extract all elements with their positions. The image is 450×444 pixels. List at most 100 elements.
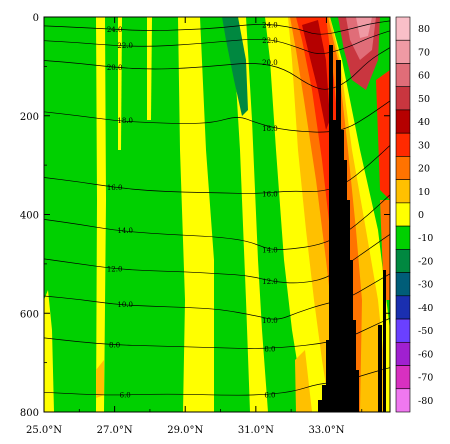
colorbar-label: 20 [418, 164, 430, 175]
contour-label: 10.0 [262, 317, 278, 325]
contour-label: 24.0 [262, 21, 278, 29]
topo-col [333, 120, 336, 412]
colorbar-swatch [395, 109, 411, 134]
contour-label: 22.0 [262, 37, 278, 45]
colorbar: 80 70 60 50 40 30 20 10 0 -10 -20 -30 -40 -50 -60 -70 -8… [395, 16, 433, 413]
topo-col [329, 45, 333, 412]
band-30 [232, 17, 268, 412]
band-28a [118, 17, 122, 150]
colorbar-label: 50 [418, 94, 430, 105]
colorbar-swatch [395, 132, 411, 157]
contour-line [44, 145, 390, 194]
colorbar-label: -60 [418, 349, 433, 360]
colorbar-swatch [395, 318, 411, 343]
y-tick-label: 400 [20, 211, 39, 222]
contour-line [44, 47, 390, 90]
colorbar-label: 10 [418, 187, 430, 198]
contour-line [44, 100, 390, 133]
x-tick-label: 27.0°N [97, 425, 133, 436]
contour-label: 16.0 [107, 184, 123, 192]
y-axis: 0 200 400 600 800 [20, 13, 390, 419]
contour-label: 12.0 [107, 265, 123, 273]
colorbar-swatch [395, 295, 411, 320]
band-lower-left [44, 290, 54, 412]
band-29 [178, 17, 214, 412]
colorbar-label: 80 [418, 24, 430, 35]
contour-line [44, 317, 390, 349]
topo-col [378, 325, 382, 412]
colorbar-swatch [395, 202, 411, 227]
core-right-red [376, 70, 390, 200]
contour-line [44, 367, 390, 396]
contour-label: 6.0 [120, 392, 131, 400]
contour-label: 24.0 [107, 26, 123, 34]
isotherm-contours: 24.0 24.0 22.0 22.0 20.0 20.0 18.0 18.0 16.0 16.0… [44, 20, 390, 400]
green-tongue-31 [256, 17, 266, 200]
colorbar-label: -10 [418, 233, 433, 244]
contour-line [44, 194, 390, 250]
contour-line [44, 30, 390, 54]
band-dark-red [302, 20, 330, 130]
topo-col [336, 60, 341, 412]
contour-label: 8.0 [109, 341, 120, 349]
upper-right-core [338, 17, 390, 300]
green-tongue-32 [262, 190, 280, 412]
colorbar-swatch [395, 341, 411, 366]
colorbar-label: -50 [418, 326, 433, 337]
contour-label: 14.0 [117, 227, 133, 235]
contour-label: 6.0 [264, 392, 275, 400]
topo-col [344, 160, 347, 412]
colorbar-swatch [395, 63, 411, 88]
topo-col [326, 340, 330, 412]
y-tick-label: 600 [20, 309, 39, 320]
colorbar-swatch [395, 249, 411, 273]
colorbar-label: 40 [418, 117, 430, 128]
y-tick-label: 0 [33, 13, 39, 24]
negative-features [222, 17, 280, 412]
x-tick-label: 25.0°N [26, 425, 62, 436]
x-tick-label: 33.0°N [308, 425, 344, 436]
band-27 [96, 17, 106, 412]
colorbar-label: 30 [418, 140, 430, 151]
topo-col [322, 385, 328, 412]
contour-label: 20.0 [262, 59, 278, 67]
contour-label: 18.0 [117, 117, 133, 125]
contour-label: 14.0 [262, 247, 278, 255]
colorbar-swatch [395, 86, 411, 111]
band-28b [147, 17, 152, 120]
core-70 [356, 17, 372, 38]
colorbar-label: -40 [418, 303, 433, 314]
contour-label: 10.0 [117, 301, 133, 309]
colorbar-label: -70 [418, 373, 433, 384]
colorbar-swatch [395, 365, 411, 390]
colorbar-swatch [395, 16, 411, 41]
colorbar-swatch [395, 39, 411, 64]
colorbar-label: 60 [418, 71, 430, 82]
y-tick-label: 800 [20, 408, 39, 419]
colorbar-label: -20 [418, 256, 433, 267]
band-left-orange [96, 360, 104, 398]
band-lower-orange [295, 350, 312, 412]
contour-label: 8.0 [264, 345, 275, 353]
y-tick-label: 200 [20, 112, 39, 123]
colorbar-swatch [395, 156, 411, 180]
dark-green-30 [222, 17, 248, 116]
contour-line [44, 273, 390, 320]
topo-col [356, 370, 359, 412]
contour-label: 12.0 [262, 278, 278, 286]
colorbar-label: 0 [418, 210, 424, 221]
contour-label: 16.0 [262, 190, 278, 198]
x-axis: 25.0°N 27.0°N 29.0°N 31.0°N 33.0°N [26, 17, 363, 436]
x-tick-label: 31.0°N [238, 425, 274, 436]
contour-label: 20.0 [107, 64, 123, 72]
colorbar-label: 70 [418, 47, 430, 58]
plot-area: 24.0 24.0 22.0 22.0 20.0 20.0 18.0 18.0 16.0 16.0… [44, 17, 390, 412]
contour-line [44, 20, 390, 35]
contour-label: 22.0 [117, 42, 133, 50]
topo-col [353, 320, 356, 412]
colorbar-swatch [395, 388, 411, 413]
x-tick-label: 29.0°N [167, 425, 203, 436]
colorbar-label: -80 [418, 396, 433, 407]
contour-line [44, 234, 390, 284]
